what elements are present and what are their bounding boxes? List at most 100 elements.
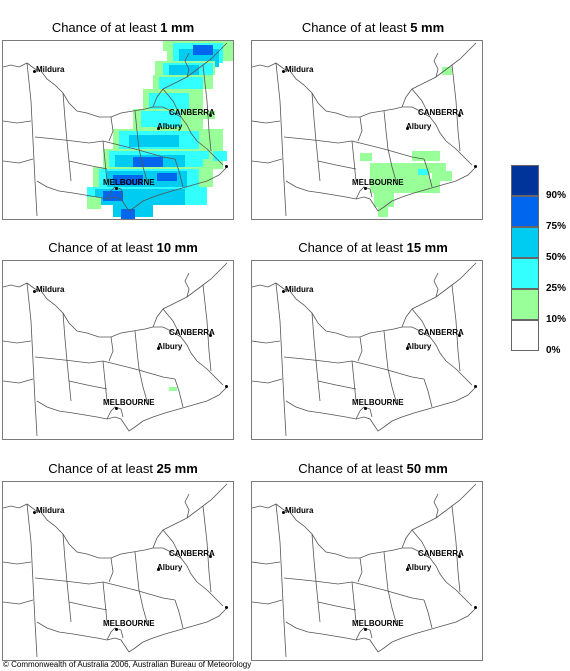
region-border [3,378,34,384]
region-border [134,330,140,370]
legend-label: 50% [546,252,567,263]
region-border [401,483,477,549]
region-border [3,120,32,124]
region-border [34,136,104,144]
region-border [285,386,477,432]
region-border [174,158,184,188]
region-border [34,577,104,585]
place-marker-albury [406,347,409,350]
panel-title: Chance of at least 50 mm [257,461,489,476]
region-border [68,601,108,611]
region-border [433,272,439,298]
region-border [252,340,281,344]
title-prefix: Chance of at least [48,461,157,476]
region-border [383,330,389,370]
region-border [174,599,184,629]
place-marker-melbourne [115,628,118,631]
region-border [411,529,431,559]
place-label-albury: Albury [157,563,183,572]
place-label-mildura: Mildura [36,506,65,515]
region-border [162,529,182,559]
panel-title: Chance of at least 1 mm [7,20,239,35]
region-border [311,312,321,402]
legend-label: 10% [546,314,567,325]
region-border [34,356,104,364]
title-amount: 5 mm [410,20,445,35]
region-border [383,551,389,591]
map-svg [3,41,233,219]
region-border [36,386,228,432]
region-border [351,140,425,160]
place-marker-albury [406,568,409,571]
panel-title: Chance of at least 5 mm [257,20,489,35]
place-marker-mildura [33,511,36,514]
region-border [311,533,321,623]
place-label-melbourne: MELBOURNE [103,398,155,407]
region-border [252,561,281,565]
region-border [102,360,108,402]
region-border [152,262,228,328]
panel-1mm: Chance of at least 1 mm Mildura CANBERRA A… [2,20,239,220]
map-1mm: Mildura CANBERRA Albury MELBOURNE [2,40,234,220]
title-amount: 50 mm [406,461,448,476]
region-border [401,42,477,108]
panel-50mm: Chance of at least 50 mm Mildura CANBERRA… [251,461,489,661]
panel-15mm: Chance of at least 15 mm Mildura CANBERRA… [251,240,489,440]
legend-swatch [511,289,539,320]
title-prefix: Chance of at least [298,461,407,476]
region-border [184,493,190,519]
place-marker-melbourne [115,187,118,190]
place-marker-albury [157,127,160,130]
place-marker-east [474,165,477,168]
region-border [285,607,477,653]
region-border [138,589,148,623]
region-border [285,166,477,212]
region-border [311,92,321,182]
region-border [351,140,357,182]
place-label-albury: Albury [406,122,432,131]
region-border [102,140,176,160]
place-label-canberra: CANBERRA [418,328,464,337]
title-prefix: Chance of at least [301,20,411,35]
region-border [451,284,461,372]
title-amount: 10 mm [156,240,198,255]
place-label-canberra: CANBERRA [169,108,215,117]
title-prefix: Chance of at least [298,240,407,255]
region-border [202,284,212,372]
map-svg [3,262,228,437]
region-border [423,599,433,629]
place-label-melbourne: MELBOURNE [352,178,404,187]
region-border [401,262,477,328]
region-border [162,88,182,118]
map-10mm: Mildura CANBERRA Albury MELBOURNE [2,260,234,440]
place-label-melbourne: MELBOURNE [352,398,404,407]
place-marker-east [225,385,228,388]
region-border [68,380,108,390]
region-border [102,581,108,623]
region-border [387,589,397,623]
region-border [387,148,397,182]
place-marker-east [225,606,228,609]
place-marker-albury [406,127,409,130]
region-border [317,160,357,170]
region-border [351,360,357,402]
region-border [202,64,212,152]
region-border [102,140,108,182]
region-border [108,557,114,583]
region-border [202,505,212,593]
region-border [108,116,114,142]
place-label-melbourne: MELBOURNE [352,619,404,628]
title-prefix: Chance of at least [51,20,161,35]
place-marker-albury [157,568,160,571]
place-label-albury: Albury [157,122,183,131]
title-amount: 15 mm [406,240,448,255]
region-border [283,136,353,144]
region-border [134,551,140,591]
place-marker-mildura [33,290,36,293]
place-marker-mildura [33,70,36,73]
legend-swatch [511,196,539,227]
place-label-canberra: CANBERRA [169,328,215,337]
region-border [283,577,353,585]
panel-title: Chance of at least 10 mm [7,240,239,255]
region-border [184,52,190,78]
